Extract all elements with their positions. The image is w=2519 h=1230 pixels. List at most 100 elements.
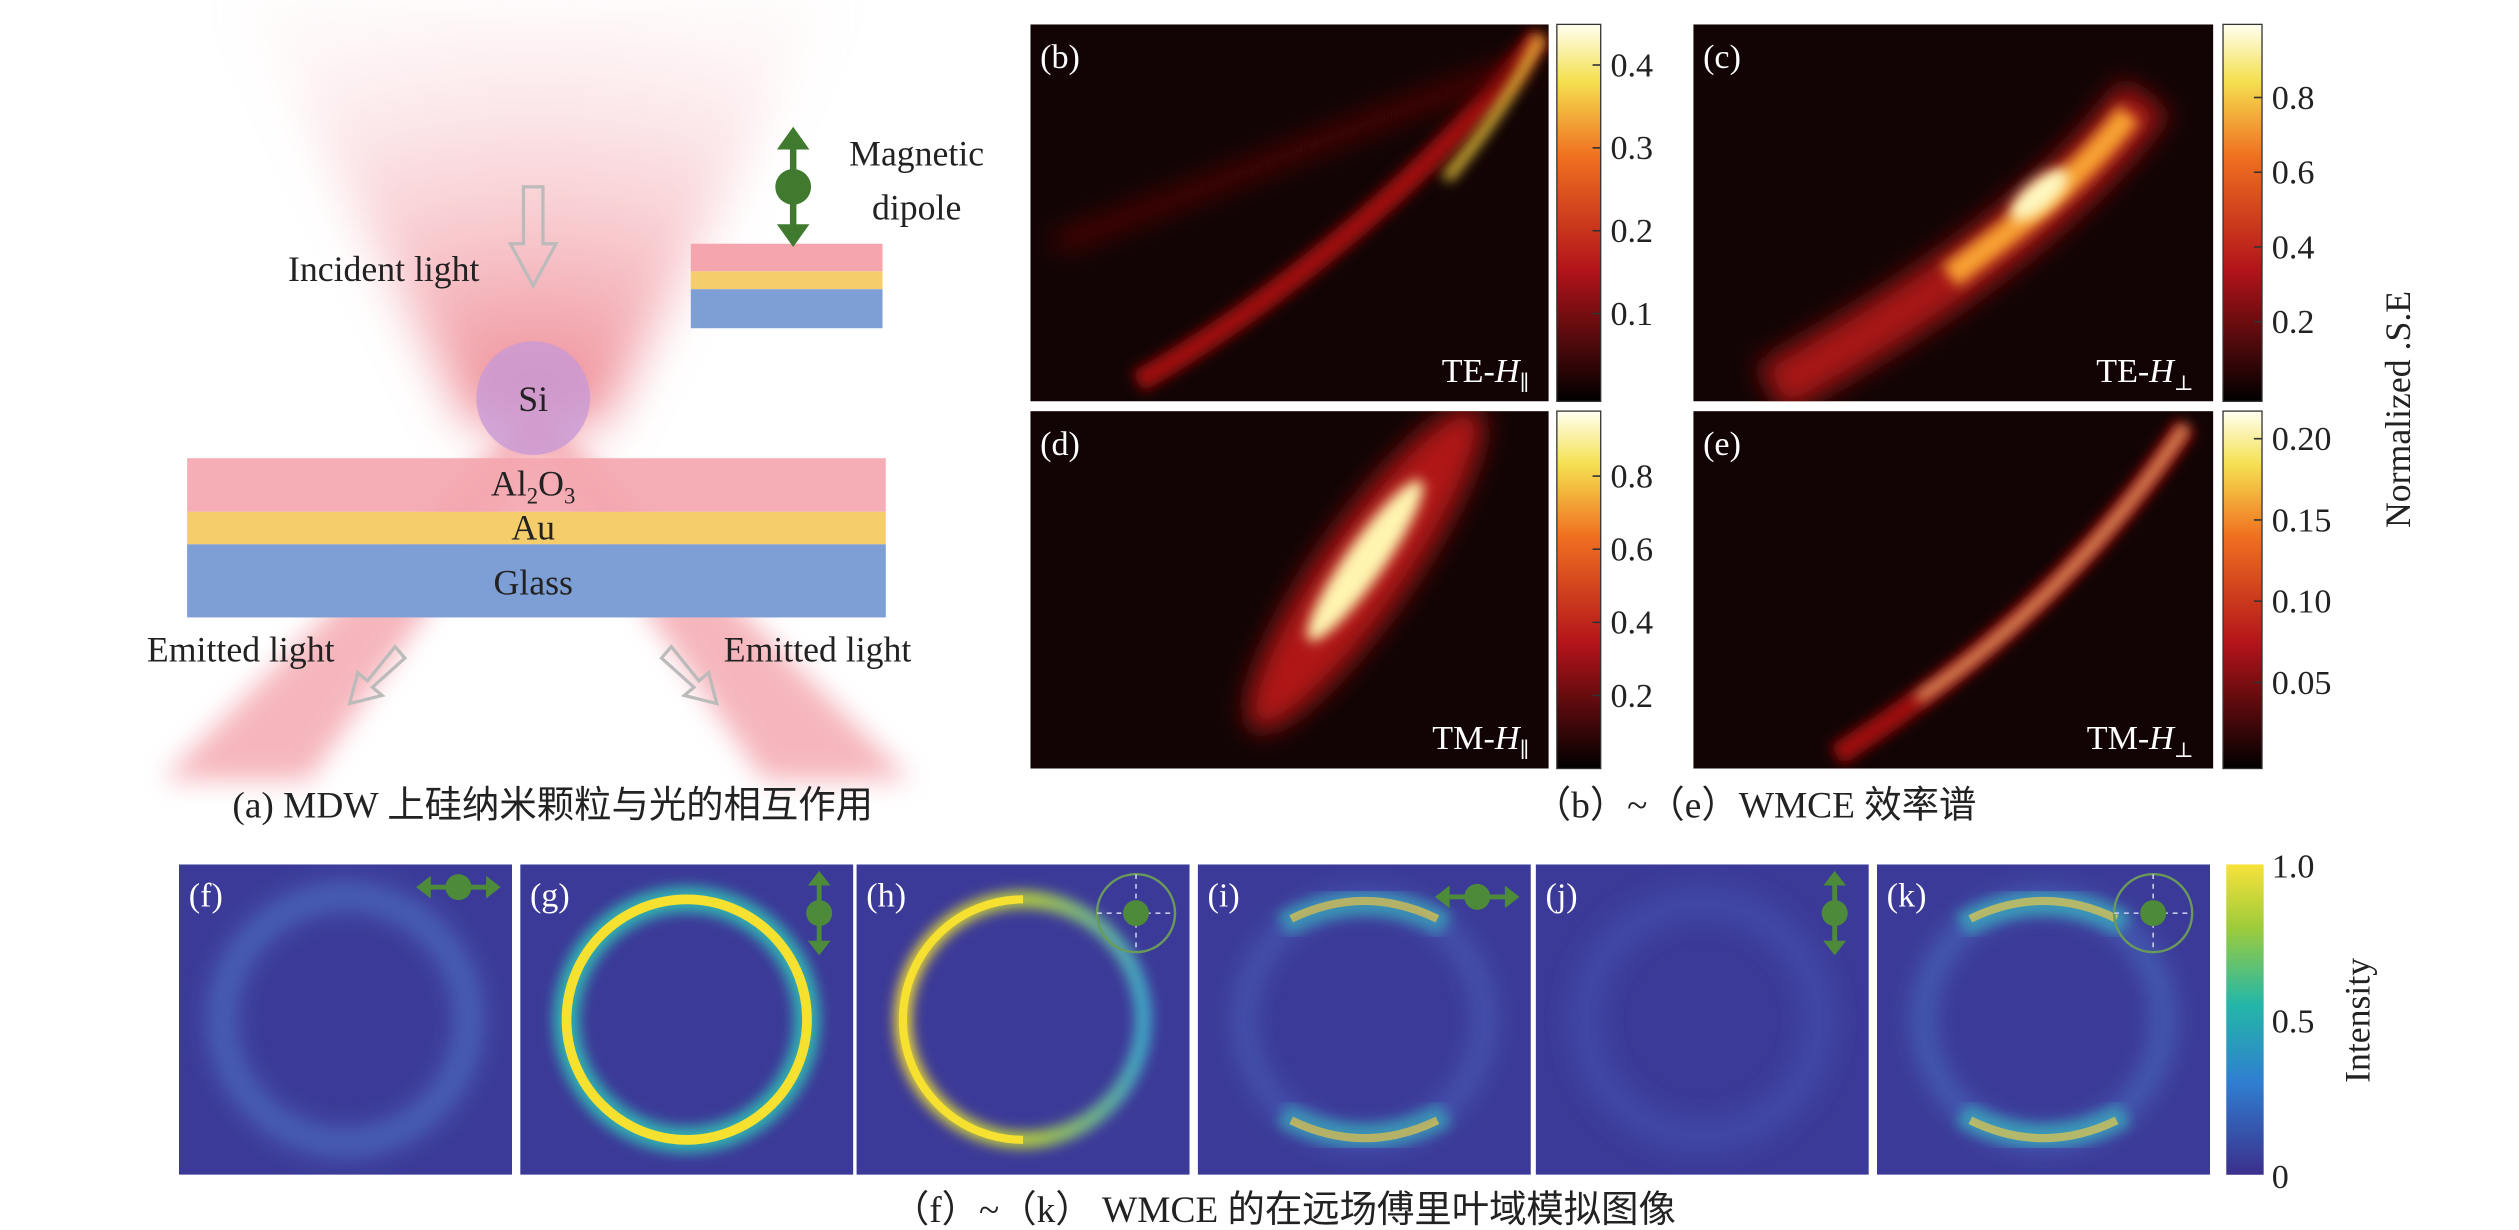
far-field-panel: (f) xyxy=(178,864,513,1175)
label: Al2O3 xyxy=(491,464,575,509)
heatmap xyxy=(1030,24,1549,402)
tick-label: 0.6 xyxy=(1610,532,1653,569)
rect xyxy=(690,243,883,272)
mode-label: TE-H∥ xyxy=(1442,353,1529,395)
label: Au xyxy=(511,507,555,547)
panel-label: (e) xyxy=(1703,426,1741,463)
tick-label: 1.0 xyxy=(2272,848,2315,885)
streak xyxy=(1442,33,1546,182)
streak xyxy=(1053,57,1531,252)
ring xyxy=(898,895,1024,1144)
tick-label: 0.8 xyxy=(1610,458,1653,495)
caption: （f）~（k） WMCE 的在远场傅里叶域模拟图像 xyxy=(892,1189,1676,1230)
heatmap xyxy=(1693,24,2214,402)
caption: (a) MDW 上硅纳米颗粒与光的相互作用 xyxy=(232,784,873,826)
dipole xyxy=(1464,883,1491,910)
label: Glass xyxy=(493,563,572,603)
circle xyxy=(476,341,591,455)
label: O xyxy=(538,464,564,504)
dipole xyxy=(1821,900,1848,927)
dipole xyxy=(806,900,833,927)
ring xyxy=(1237,892,1492,1147)
rect xyxy=(690,289,883,329)
far-field-image xyxy=(520,864,854,1175)
var: H xyxy=(2148,353,2176,390)
label: Si xyxy=(518,379,548,419)
tick-label: 0 xyxy=(2272,1159,2289,1196)
label: Emitted light xyxy=(147,629,335,669)
streak xyxy=(2010,169,2069,221)
heatmap-panel: (c) TE-H⊥ 0.8 0.6 0.4 0.2 xyxy=(1693,23,2315,402)
colorbar xyxy=(2226,864,2264,1175)
var: H xyxy=(2148,720,2176,757)
mode: TE- xyxy=(2096,353,2149,390)
var: H xyxy=(1494,720,1522,757)
sub: ⊥ xyxy=(2174,738,2194,762)
ring xyxy=(1916,892,2171,1147)
far-field: (f) (g) (h) (i) (j) (k) 1.0 0.5 0 Intensity （f）~（k… xyxy=(178,848,2377,1230)
panel-label: (c) xyxy=(1703,39,1741,76)
mode-label: TM-H⊥ xyxy=(2087,720,2194,762)
colorbar xyxy=(1556,410,1602,770)
tick-label: 0.2 xyxy=(1610,678,1653,715)
heatmap-bg xyxy=(1693,24,2214,402)
colorbar xyxy=(2222,410,2263,770)
colorbar xyxy=(2222,23,2263,402)
streak xyxy=(1306,479,1424,642)
label: Emitted light xyxy=(724,629,912,669)
tick-label: 0.10 xyxy=(2272,584,2332,621)
rect xyxy=(187,511,886,545)
far-field-image xyxy=(178,864,513,1175)
panel-label: (j) xyxy=(1545,878,1577,915)
tick-label: 0.1 xyxy=(1610,296,1653,333)
label: 3 xyxy=(564,484,575,509)
heatmap-panel: (d) TM-H∥ 0.8 0.6 0.4 0.2 xyxy=(1030,410,1653,770)
far-field-bg xyxy=(178,864,513,1175)
heatmap-panel: (b) TE-H∥ 0.4 0.3 0.2 0.1 xyxy=(1030,23,1653,402)
ring xyxy=(210,884,481,1155)
sub: ∥ xyxy=(1519,738,1529,762)
caption: （b）~（e）WMCE 效率谱 xyxy=(1534,784,1977,826)
rect xyxy=(187,544,886,618)
mode-label: TM-H∥ xyxy=(1432,720,1529,762)
mode: TM- xyxy=(1432,720,1495,757)
far-field-bg xyxy=(1197,864,1531,1175)
far-field-image xyxy=(1535,864,1869,1175)
dipole xyxy=(445,874,472,901)
panel-label: (d) xyxy=(1040,426,1080,463)
ring xyxy=(1570,887,1834,1152)
far-field-panel: (k) xyxy=(1876,864,2211,1175)
far-field-panel: (j) xyxy=(1535,864,1869,1175)
heatmap xyxy=(1030,411,1549,769)
panel-label: (f) xyxy=(189,878,223,915)
dipole xyxy=(2140,900,2167,927)
sub: ∥ xyxy=(1519,371,1529,395)
mode-label: TE-H⊥ xyxy=(2096,353,2194,395)
far-field-image xyxy=(1197,864,1531,1175)
tick-label: 0.3 xyxy=(1610,130,1653,167)
heatmap-bg xyxy=(1693,411,2214,769)
panel-label: (g) xyxy=(530,878,570,915)
panel-label: (b) xyxy=(1040,39,1080,76)
label: Magnetic xyxy=(849,134,984,174)
path xyxy=(347,644,408,706)
label: dipole xyxy=(872,187,961,227)
circle xyxy=(775,168,812,205)
panel-label: (k) xyxy=(1887,878,1927,915)
streak xyxy=(1132,28,1549,392)
var: H xyxy=(1494,353,1522,390)
dipole xyxy=(1123,900,1150,927)
label: 2 xyxy=(527,484,538,509)
colorbar-title: Intensity xyxy=(2337,958,2377,1083)
colorbar-title: Normalized .S.E xyxy=(2378,291,2418,528)
label: Al xyxy=(491,464,527,504)
far-field-panel: (g) xyxy=(520,864,854,1175)
colorbar xyxy=(1556,23,1602,402)
heatmap xyxy=(1693,411,2214,769)
tick-label: 0.6 xyxy=(2272,155,2315,192)
mode: TM- xyxy=(2087,720,2150,757)
tick-label: 0.20 xyxy=(2272,421,2332,458)
rect xyxy=(690,271,883,290)
mode: TE- xyxy=(1442,353,1495,390)
streak xyxy=(1915,423,2189,702)
